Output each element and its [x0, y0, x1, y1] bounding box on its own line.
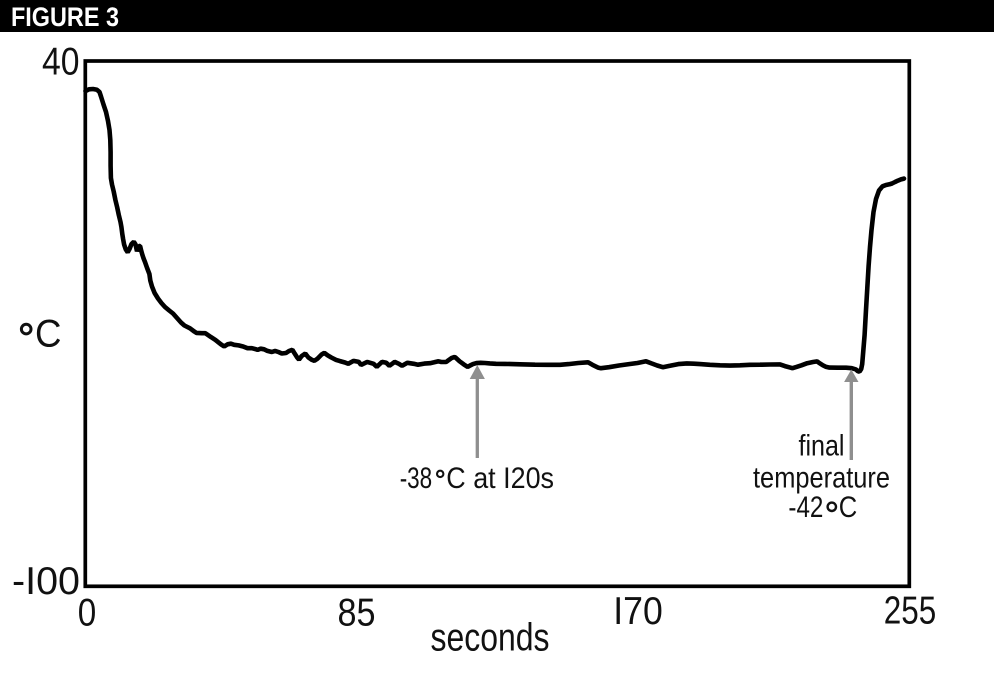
- svg-text:85: 85: [338, 592, 376, 635]
- svg-text:final: final: [799, 430, 845, 463]
- svg-text:temperature: temperature: [753, 462, 890, 495]
- svg-text:C: C: [35, 313, 62, 356]
- svg-text:FIGURE 3: FIGURE 3: [11, 2, 119, 32]
- svg-text:C: C: [839, 491, 858, 524]
- svg-text:-42: -42: [788, 491, 823, 524]
- svg-text:seconds: seconds: [431, 617, 550, 660]
- svg-text:-I00: -I00: [12, 560, 80, 603]
- svg-text:40: 40: [42, 41, 80, 84]
- svg-text:255: 255: [884, 590, 937, 633]
- svg-text:I70: I70: [613, 590, 663, 633]
- svg-text:0: 0: [78, 592, 97, 635]
- svg-text:-38: -38: [400, 462, 433, 495]
- svg-text:C at I20s: C at I20s: [446, 462, 554, 495]
